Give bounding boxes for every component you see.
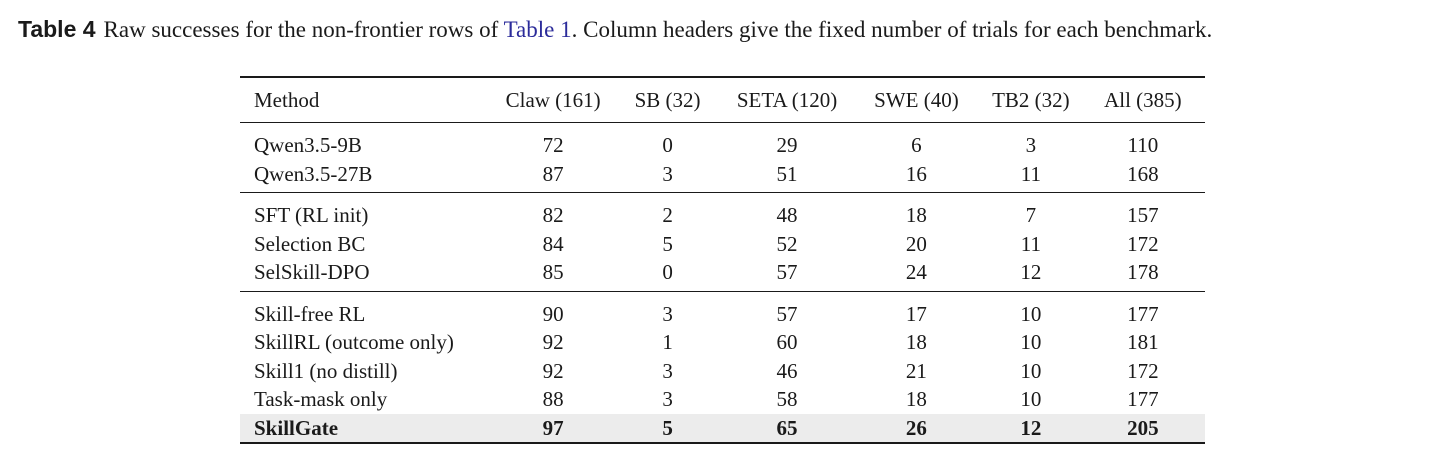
cell-seta: 65	[722, 413, 852, 443]
cell-claw: 90	[542, 301, 564, 326]
header-swe: SWE (40)	[874, 88, 959, 112]
table-row: SelSkill-DPO 85 0 57 24 12 178	[240, 258, 1205, 291]
cell-seta: 29	[776, 133, 798, 157]
table-row-highlighted: SkillGate 97 5 65 26 12 205	[240, 413, 1205, 443]
cell-tb2: 7	[1025, 203, 1037, 227]
cell-sb: 2	[662, 203, 673, 227]
row-method: SkillRL (outcome only)	[254, 330, 454, 354]
table-row: Skill1 (no distill) 92 3 46 21 10 172	[240, 357, 1205, 386]
cell-tb2: 11	[1020, 161, 1041, 186]
group-rl-methods: Skill-free RL 90 3 57 17 10 177 SkillRL …	[240, 291, 1205, 443]
cell-seta: 52	[776, 231, 798, 256]
row-method: Qwen3.5-9B	[254, 133, 362, 157]
caption-text-1: Raw successes for the non-frontier rows …	[103, 17, 504, 42]
results-table: Method Claw (161) SB (32) SETA (120) SWE…	[240, 76, 1205, 444]
cell-seta: 58	[776, 387, 798, 411]
row-method: Skill1 (no distill)	[254, 358, 398, 383]
cell-seta: 60	[776, 330, 798, 354]
cell-sb: 3	[662, 387, 673, 411]
cell-seta: 57	[776, 260, 798, 284]
cell-sb: 0	[662, 260, 673, 284]
cell-tb2: 10	[1020, 330, 1042, 354]
cell-all: 205	[1080, 413, 1205, 443]
cell-swe: 18	[905, 387, 927, 411]
table-row: SFT (RL init) 82 2 48 18 7 157	[240, 193, 1205, 230]
cell-swe: 16	[905, 161, 927, 186]
cell-all: 172	[1127, 231, 1159, 256]
cell-all: 178	[1127, 260, 1159, 284]
cell-all: 172	[1127, 358, 1159, 383]
cell-claw: 92	[542, 358, 564, 383]
row-method: Selection BC	[254, 231, 366, 256]
cell-all: 177	[1127, 387, 1159, 411]
cell-all: 168	[1127, 161, 1159, 186]
table-row: Task-mask only 88 3 58 18 10 177	[240, 385, 1205, 414]
cell-swe: 18	[905, 330, 927, 354]
table-row: Qwen3.5-27B 87 3 51 16 11 168	[240, 160, 1205, 193]
header-sb: SB (32)	[634, 88, 701, 112]
header-all: All (385)	[1104, 88, 1182, 112]
cell-sb: 0	[662, 133, 673, 157]
cell-swe: 18	[905, 203, 927, 227]
group-baselines: SFT (RL init) 82 2 48 18 7 157 Selection…	[240, 193, 1205, 291]
cell-claw: 84	[542, 231, 564, 256]
cell-claw: 72	[542, 133, 564, 157]
cell-tb2: 11	[1020, 231, 1041, 256]
cell-tb2: 10	[1020, 358, 1042, 383]
cell-sb: 3	[662, 161, 673, 186]
cell-swe: 20	[905, 231, 927, 256]
table-1-link[interactable]: Table 1	[503, 17, 572, 42]
cell-sb: 5	[662, 231, 673, 256]
table-row: Qwen3.5-9B 72 0 29 6 3 110	[240, 123, 1205, 160]
table-row: SkillRL (outcome only) 92 1 60 18 10 181	[240, 328, 1205, 357]
cell-claw: 85	[542, 260, 564, 284]
cell-seta: 51	[776, 161, 798, 186]
header-row: Method Claw (161) SB (32) SETA (120) SWE…	[240, 77, 1205, 123]
row-method: SelSkill-DPO	[254, 260, 370, 284]
cell-all: 157	[1127, 203, 1159, 227]
row-method: Qwen3.5-27B	[254, 161, 373, 186]
row-method: Task-mask only	[254, 387, 388, 411]
cell-seta: 48	[776, 203, 798, 227]
cell-claw: 92	[542, 330, 564, 354]
cell-tb2: 3	[1025, 133, 1037, 157]
group-base-models: Qwen3.5-9B 72 0 29 6 3 110 Qwen3.5-27B 8…	[240, 123, 1205, 193]
cell-swe: 6	[911, 133, 922, 157]
cell-sb: 3	[662, 358, 673, 383]
header-claw: Claw (161)	[505, 88, 601, 112]
cell-swe: 26	[851, 413, 982, 443]
table-caption: Table 4 Raw successes for the non-frontie…	[18, 14, 1428, 45]
cell-all: 110	[1127, 133, 1159, 157]
caption-label: Table 4	[18, 16, 96, 42]
cell-claw: 97	[493, 413, 613, 443]
cell-tb2: 12	[981, 413, 1081, 443]
cell-claw: 82	[542, 203, 564, 227]
cell-all: 181	[1127, 330, 1159, 354]
header-tb2: TB2 (32)	[992, 88, 1070, 112]
table-row: Selection BC 84 5 52 20 11 172	[240, 230, 1205, 259]
cell-swe: 17	[905, 301, 927, 326]
cell-tb2: 10	[1020, 387, 1042, 411]
cell-all: 177	[1127, 301, 1159, 326]
cell-sb: 5	[612, 413, 723, 443]
cell-seta: 46	[776, 358, 798, 383]
row-method: Skill-free RL	[254, 301, 366, 326]
cell-sb: 1	[662, 330, 673, 354]
cell-seta: 57	[776, 301, 798, 326]
header-method: Method	[254, 88, 320, 112]
cell-claw: 88	[542, 387, 564, 411]
cell-tb2: 10	[1020, 301, 1042, 326]
header-seta: SETA (120)	[736, 88, 838, 112]
table-row: Skill-free RL 90 3 57 17 10 177	[240, 291, 1205, 328]
row-method: SFT (RL init)	[254, 203, 369, 227]
row-method: SkillGate	[240, 413, 494, 443]
cell-sb: 3	[662, 301, 673, 326]
caption-text-2: . Column headers give the fixed number o…	[571, 17, 1213, 42]
cell-swe: 21	[905, 358, 927, 383]
cell-swe: 24	[905, 260, 927, 284]
cell-tb2: 12	[1020, 260, 1042, 284]
cell-claw: 87	[542, 161, 564, 186]
